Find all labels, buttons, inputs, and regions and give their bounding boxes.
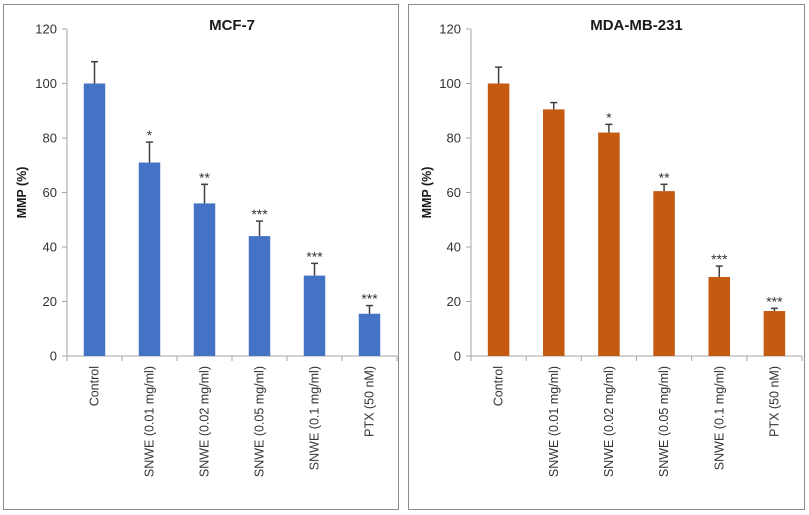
- significance-label: **: [199, 169, 210, 185]
- bar: [487, 83, 510, 356]
- y-tick-label: 120: [439, 22, 461, 37]
- chart-mda-mb-231: MDA-MB-231 MMP (%) 0 20 40 60 80 100 120 Contro…: [420, 17, 803, 477]
- bar: [138, 162, 161, 356]
- y-axis-label: MMP (%): [420, 167, 434, 219]
- x-category-label: SNWE (0.05 mg/ml): [657, 366, 671, 477]
- y-tick-label: 0: [50, 349, 57, 364]
- x-category-label: Control: [88, 366, 102, 406]
- x-category-label: SNWE (0.01 mg/ml): [143, 366, 157, 477]
- significance-label: ***: [766, 293, 783, 309]
- bar: [598, 132, 620, 356]
- bar: [763, 311, 786, 356]
- bar: [653, 191, 675, 356]
- x-category-label: SNWE (0.1 mg/ml): [712, 366, 726, 470]
- bar: [83, 83, 106, 356]
- y-tick-label: 60: [43, 185, 57, 200]
- bar: [708, 276, 731, 356]
- x-category-label: Control: [492, 366, 506, 406]
- y-tick-label: 80: [43, 131, 57, 146]
- y-axis-label: MMP (%): [15, 167, 29, 219]
- x-category-label: SNWE (0.05 mg/ml): [253, 366, 267, 477]
- y-tick-label: 60: [447, 185, 461, 200]
- x-category-label: SNWE (0.01 mg/ml): [547, 366, 561, 477]
- y-tick-label: 0: [454, 349, 461, 364]
- significance-label: ***: [306, 248, 323, 264]
- significance-label: *: [147, 127, 153, 143]
- x-category-label: SNWE (0.1 mg/ml): [308, 366, 322, 470]
- significance-label: *: [606, 109, 612, 125]
- y-tick-label: 100: [439, 76, 461, 91]
- y-tick-label: 40: [447, 240, 461, 255]
- y-tick-label: 100: [35, 76, 57, 91]
- chart-title: MDA-MB-231: [590, 17, 683, 34]
- y-tick-label: 20: [447, 294, 461, 309]
- x-category-label: SNWE (0.02 mg/ml): [198, 366, 212, 477]
- significance-label: ***: [711, 251, 728, 267]
- bar: [193, 203, 216, 356]
- x-category-label: PTX (50 nM): [363, 366, 377, 437]
- y-tick-label: 80: [447, 131, 461, 146]
- significance-label: ***: [251, 206, 268, 222]
- chart-panel-mcf7: MCF-7 MMP (%) 0 20 40 60 80 100 120 Control * SNW…: [3, 4, 399, 510]
- significance-label: ***: [361, 291, 378, 307]
- bar: [542, 109, 565, 356]
- y-tick-label: 40: [43, 240, 57, 255]
- y-tick-label: 120: [35, 22, 57, 37]
- chart-title: MCF-7: [209, 17, 255, 34]
- x-category-label: SNWE (0.02 mg/ml): [602, 366, 616, 477]
- bar: [358, 313, 381, 356]
- chart-mcf7: MCF-7 MMP (%) 0 20 40 60 80 100 120 Control * SNW…: [15, 17, 398, 477]
- significance-label: **: [659, 169, 670, 185]
- x-category-label: PTX (50 nM): [767, 366, 781, 437]
- chart-panel-mda-mb-231: MDA-MB-231 MMP (%) 0 20 40 60 80 100 120 Contro…: [408, 4, 805, 510]
- bar: [248, 236, 271, 356]
- bar: [303, 275, 326, 356]
- y-tick-label: 20: [43, 294, 57, 309]
